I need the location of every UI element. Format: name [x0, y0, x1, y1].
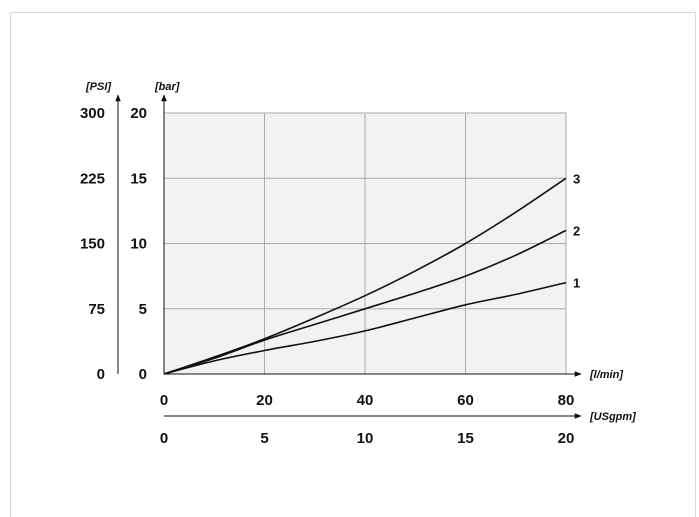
y-tick-label-bar: 20 [130, 105, 147, 122]
x-tick-label-usgpm: 5 [260, 430, 268, 447]
chart-frame [10, 12, 696, 517]
y-axis-secondary-unit: [PSI] [85, 81, 111, 93]
series-label-2: 2 [573, 223, 580, 238]
y-tick-label-bar: 15 [130, 170, 147, 187]
y-tick-label-psi: 300 [80, 105, 105, 122]
x-axis-secondary-unit: [USgpm] [589, 411, 636, 423]
series-line-1 [163, 281, 567, 375]
x-tick-label-lmin: 0 [160, 392, 168, 409]
x-tick-label-lmin: 80 [558, 392, 575, 409]
y-tick-label-bar: 10 [130, 236, 147, 253]
y-tick-label-bar: 0 [139, 366, 147, 383]
x-tick-label-usgpm: 10 [357, 430, 374, 447]
x-tick-label-usgpm: 0 [160, 430, 168, 447]
y-tick-label-psi: 150 [80, 236, 105, 253]
y-tick-label-psi: 225 [80, 170, 105, 187]
y-tick-label-bar: 5 [139, 301, 147, 318]
y-axis-primary-unit: [bar] [154, 81, 180, 93]
x-tick-label-lmin: 40 [357, 392, 374, 409]
y-tick-label-psi: 75 [88, 301, 105, 318]
x-tick-label-usgpm: 20 [558, 430, 575, 447]
x-tick-label-usgpm: 15 [457, 430, 474, 447]
series-line-3 [163, 177, 567, 375]
y-tick-label-psi: 0 [97, 366, 105, 383]
x-tick-label-lmin: 20 [256, 392, 273, 409]
series-label-1: 1 [573, 276, 580, 291]
x-axis-primary-unit: [l/min] [589, 369, 623, 381]
x-tick-label-lmin: 60 [457, 392, 474, 409]
series-label-3: 3 [573, 171, 580, 186]
series-line-2 [163, 229, 567, 375]
